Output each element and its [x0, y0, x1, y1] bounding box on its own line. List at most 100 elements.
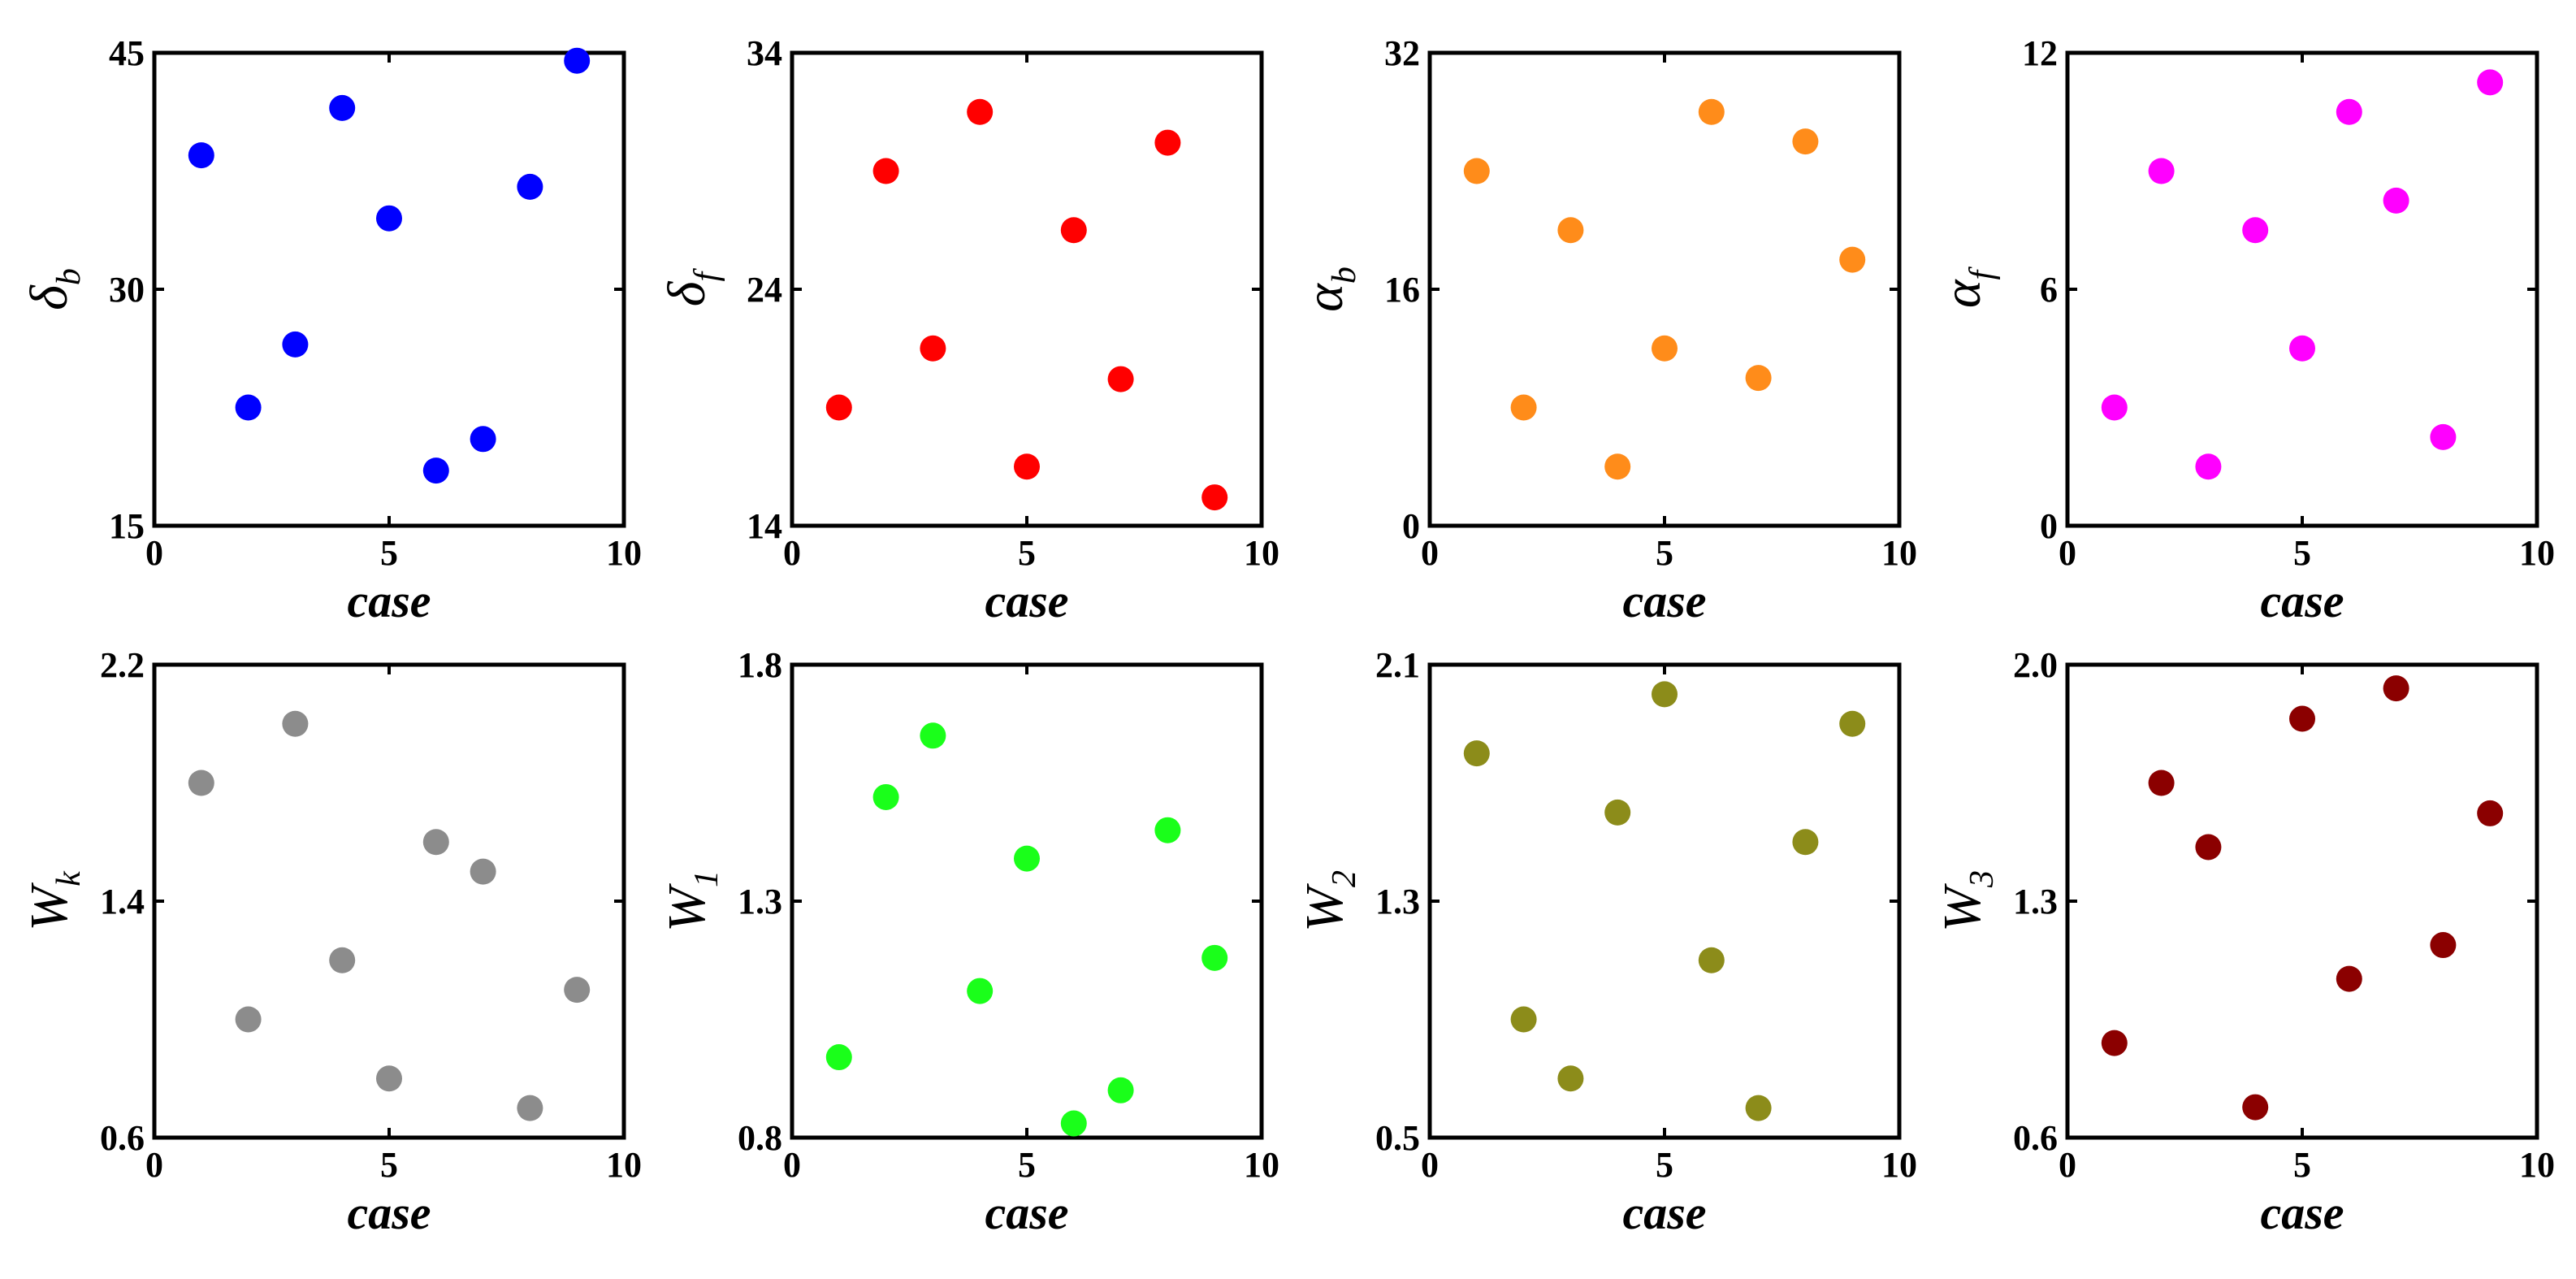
- y-tick-label: 0: [1402, 506, 1420, 546]
- y-axis-label: αf: [1933, 267, 2001, 309]
- y-axis-label: δf: [657, 267, 725, 306]
- x-tick-label: 5: [1018, 533, 1036, 573]
- x-tick-label: 10: [606, 1145, 642, 1185]
- data-point: [470, 858, 496, 885]
- data-point: [2195, 834, 2222, 861]
- data-point: [2195, 453, 2222, 480]
- x-axis-label: case: [347, 574, 431, 627]
- y-axis-label-sub: f: [688, 267, 725, 281]
- data-point: [2101, 1030, 2128, 1056]
- y-axis-label: αb: [1295, 267, 1363, 312]
- data-point: [1698, 98, 1725, 125]
- data-point: [2289, 335, 2315, 362]
- x-tick-label: 0: [145, 1145, 163, 1185]
- x-tick-label: 0: [2059, 533, 2076, 573]
- data-point: [2242, 1094, 2269, 1121]
- data-point: [188, 142, 214, 169]
- data-point: [235, 394, 262, 421]
- x-axis-label: case: [985, 1186, 1068, 1239]
- y-tick-label: 16: [1384, 270, 1420, 310]
- data-point: [967, 98, 994, 125]
- data-point: [967, 978, 994, 1004]
- data-point: [872, 783, 899, 810]
- scatter-panel-3: 0 5 10 0 16 32 case αb: [1295, 33, 1917, 627]
- data-point: [1060, 1110, 1087, 1137]
- x-tick-label: 5: [380, 1145, 398, 1185]
- data-point: [2430, 423, 2457, 450]
- data-point: [2336, 98, 2362, 125]
- data-point: [282, 331, 309, 358]
- y-axis-label-sub: 2: [1326, 870, 1363, 887]
- x-tick-label: 10: [1881, 533, 1917, 573]
- scatter-panel-7: 0 5 10 0.5 1.3 2.1 case W2: [1295, 645, 1917, 1239]
- data-point: [1698, 947, 1725, 973]
- data-point: [2148, 158, 2175, 184]
- data-point: [2383, 187, 2409, 214]
- y-tick-label: 2.2: [100, 645, 145, 685]
- x-tick-label: 5: [1018, 1145, 1036, 1185]
- data-point: [376, 1065, 402, 1092]
- data-point: [1510, 394, 1537, 421]
- x-tick-label: 0: [1421, 1145, 1439, 1185]
- y-tick-label: 14: [747, 506, 782, 546]
- y-tick-label: 24: [747, 270, 782, 310]
- data-point: [1154, 129, 1181, 156]
- scatter-panel-6: 0 5 10 0.8 1.3 1.8 case W1: [657, 645, 1279, 1239]
- data-point: [1652, 681, 1678, 708]
- y-axis-label-sub: b: [1326, 267, 1363, 284]
- y-tick-label: 0.5: [1375, 1118, 1420, 1158]
- y-tick-label: 0: [2040, 506, 2058, 546]
- y-axis-label: δb: [19, 268, 88, 310]
- data-point: [1839, 710, 1866, 737]
- x-tick-label: 5: [380, 533, 398, 573]
- x-tick-label: 5: [2293, 1145, 2311, 1185]
- y-axis-label-main: α: [1933, 279, 1992, 308]
- scatter-panel-5: 0 5 10 0.6 1.4 2.2 case Wk: [19, 645, 642, 1239]
- data-point: [1604, 799, 1631, 826]
- y-tick-label: 0.6: [2013, 1118, 2058, 1158]
- data-point: [1201, 944, 1228, 971]
- y-axis-label: W1: [657, 870, 725, 932]
- x-axis-label: case: [2260, 574, 2344, 627]
- data-point: [2242, 217, 2269, 244]
- data-point: [1107, 1077, 1134, 1103]
- plot-frame: [2065, 662, 2539, 1140]
- x-tick-label: 10: [2519, 533, 2555, 573]
- data-point: [2430, 932, 2457, 959]
- data-point: [1510, 1006, 1537, 1033]
- y-tick-label: 15: [109, 506, 145, 546]
- x-tick-label: 5: [1656, 1145, 1673, 1185]
- y-axis-label-main: α: [1295, 283, 1354, 312]
- scatter-panel-4: 0 5 10 0 6 12 case αf: [1933, 33, 2555, 627]
- data-point: [564, 47, 591, 74]
- x-tick-label: 10: [1881, 1145, 1917, 1185]
- y-tick-label: 1.3: [738, 882, 782, 921]
- plot-frame: [2065, 50, 2539, 528]
- y-tick-label: 45: [109, 33, 145, 73]
- x-tick-label: 0: [2059, 1145, 2076, 1185]
- data-point: [1557, 1065, 1584, 1092]
- y-tick-label: 30: [109, 270, 145, 310]
- y-axis-label-main: W: [657, 883, 717, 932]
- x-axis-label: case: [1622, 574, 1706, 627]
- data-point: [2477, 69, 2504, 96]
- y-axis-label-sub: k: [50, 870, 88, 887]
- data-point: [1060, 217, 1087, 244]
- scatter-panel-1: 0 5 10 15 30 45 case δb: [19, 33, 642, 627]
- plot-frame: [152, 50, 626, 528]
- data-point: [329, 94, 356, 121]
- x-axis-label: case: [2260, 1186, 2344, 1239]
- data-point: [422, 829, 449, 856]
- y-axis-label: W2: [1295, 870, 1363, 932]
- data-point: [872, 158, 899, 184]
- x-tick-label: 10: [1244, 1145, 1279, 1185]
- y-tick-label: 34: [747, 33, 782, 73]
- scatter-panel-8: 0 5 10 0.6 1.3 2.0 case W3: [1933, 645, 2555, 1239]
- y-tick-label: 1.3: [1375, 882, 1420, 921]
- data-point: [1745, 1095, 1772, 1121]
- y-axis-label-main: δ: [657, 280, 717, 306]
- scatter-panel-2: 0 5 10 14 24 34 case δf: [657, 33, 1279, 627]
- data-point: [1839, 246, 1866, 273]
- x-tick-label: 10: [606, 533, 642, 573]
- y-tick-label: 1.3: [2013, 882, 2058, 921]
